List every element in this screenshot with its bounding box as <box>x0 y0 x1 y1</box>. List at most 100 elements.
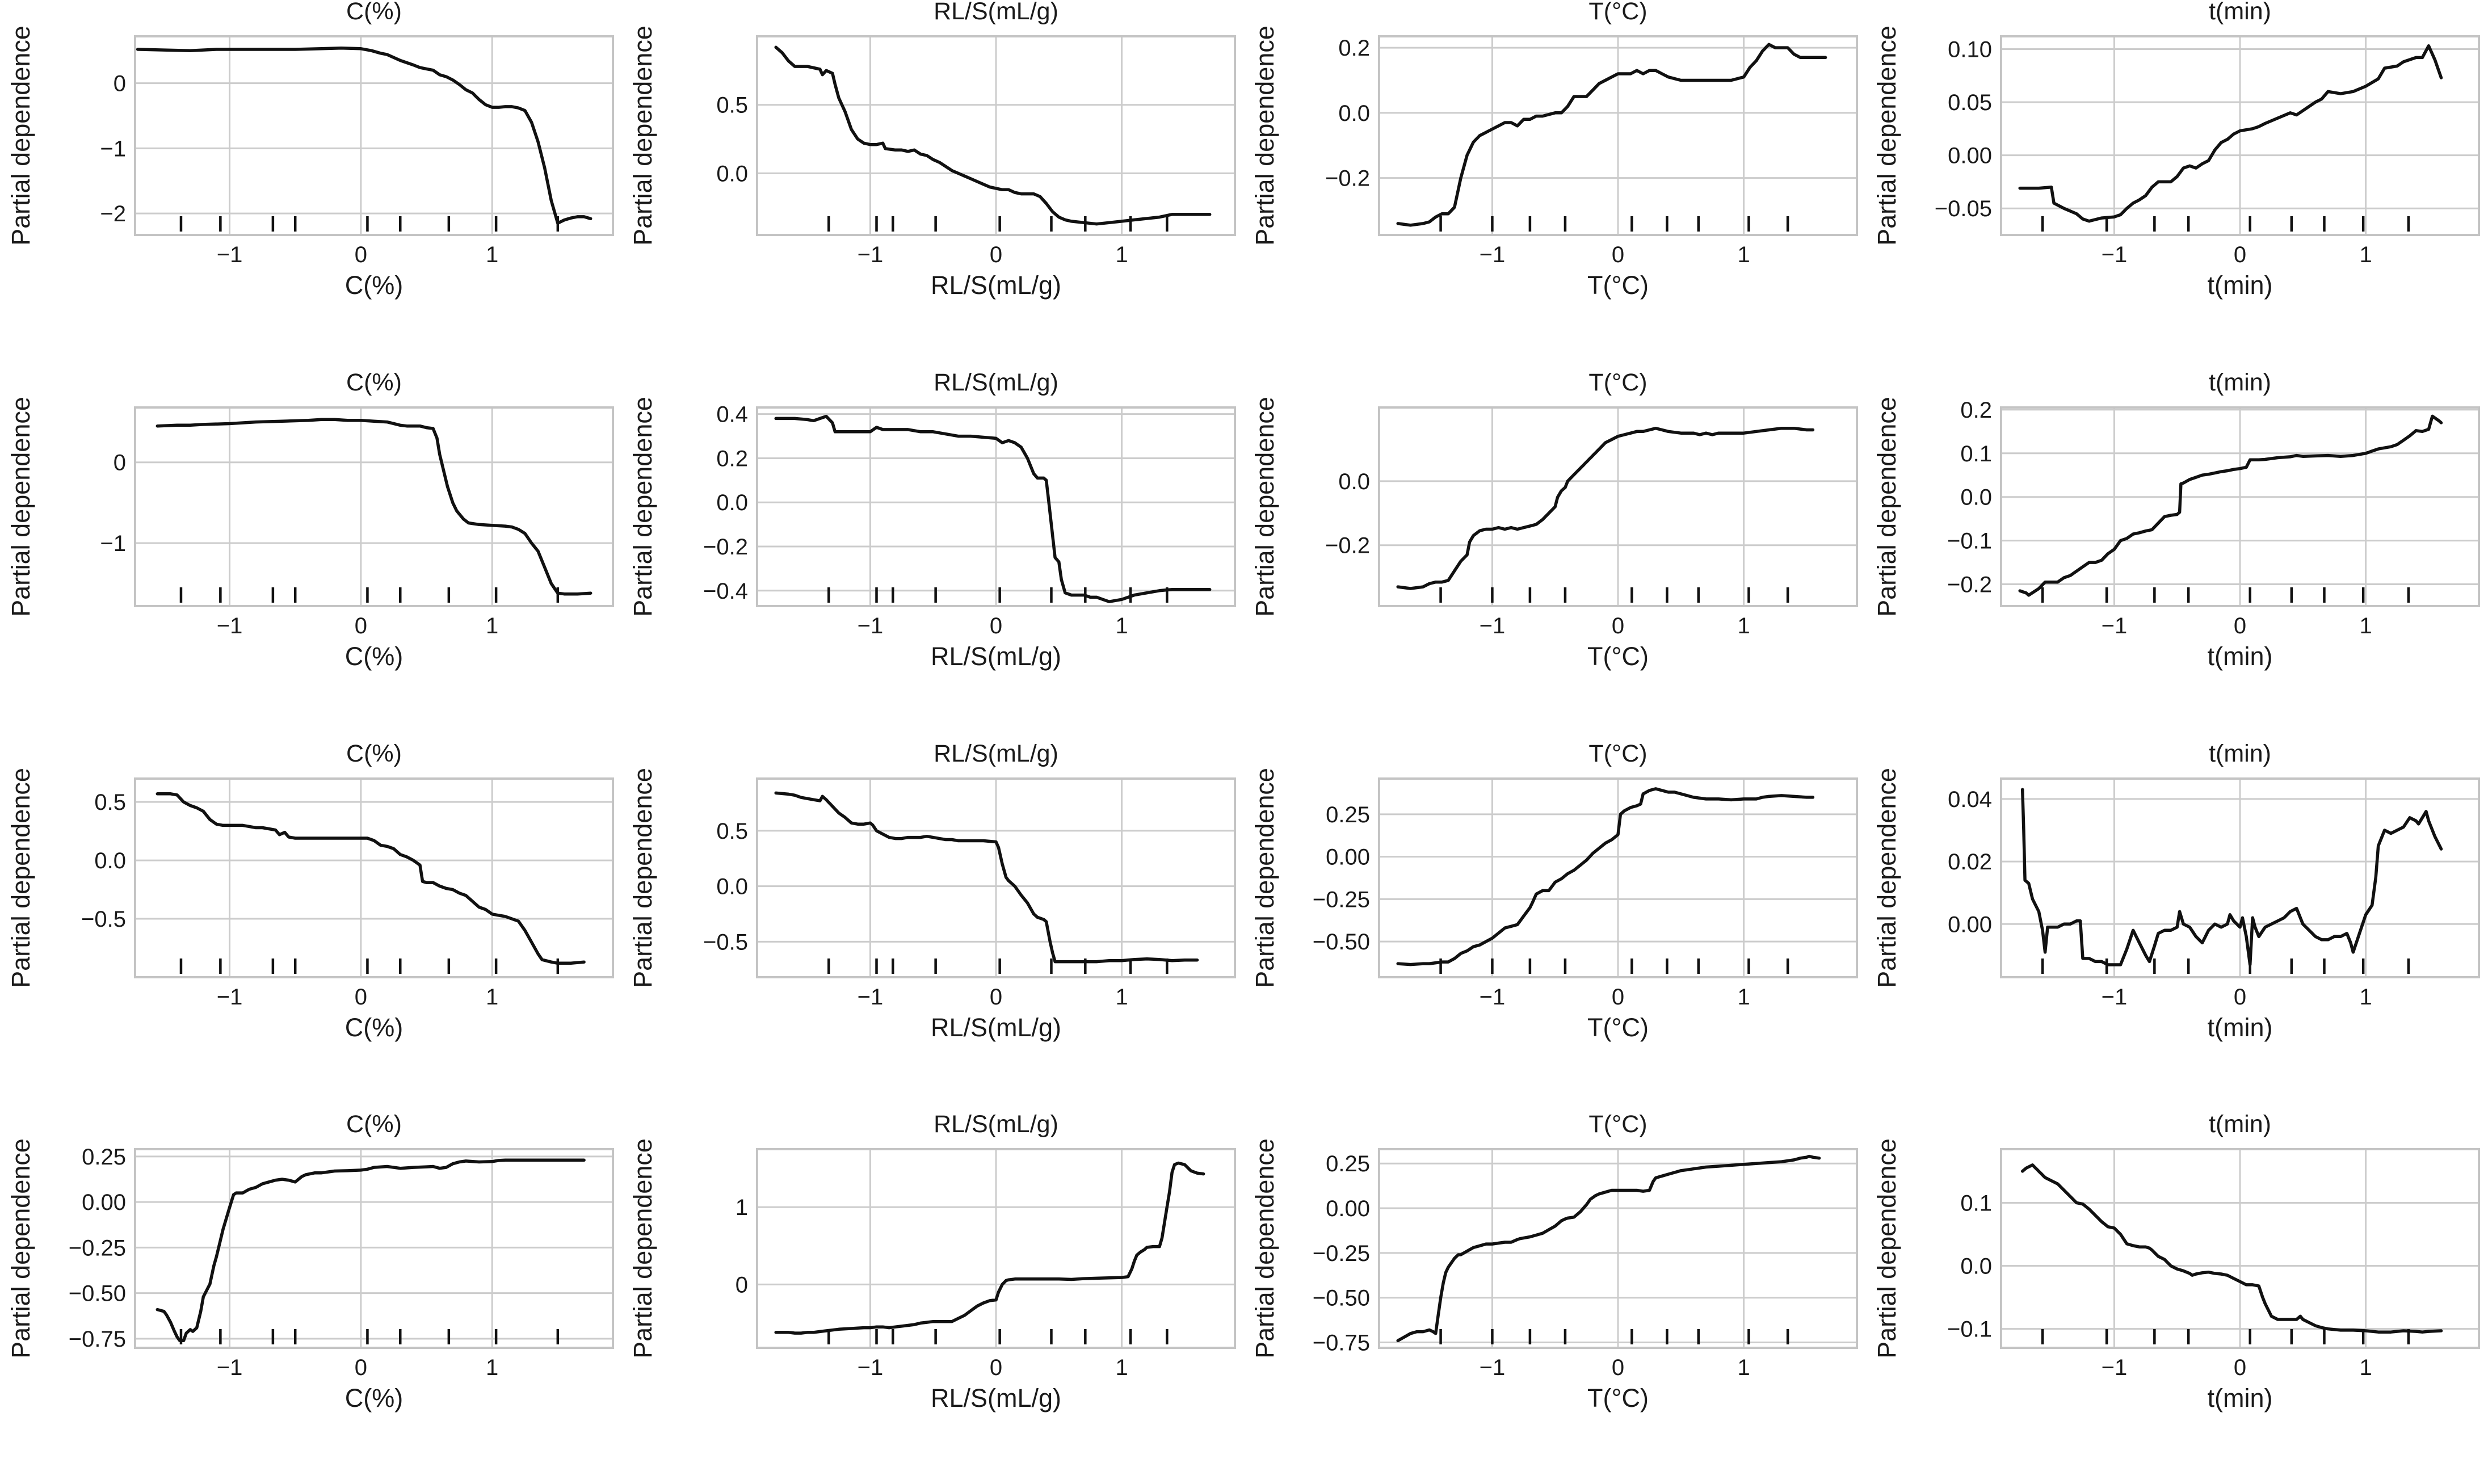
y-tick-label: 0.00 <box>1326 1196 1370 1221</box>
x-tick-label: −1 <box>1480 242 1506 267</box>
y-tick-label: −0.1 <box>1947 528 1992 553</box>
x-axis-label: RL/S(mL/g) <box>931 642 1061 671</box>
axes-border <box>2000 1148 2480 1350</box>
x-axis-label: RL/S(mL/g) <box>931 1384 1061 1412</box>
y-tick-label: −0.75 <box>1313 1331 1370 1356</box>
pdp-curve <box>2020 788 2443 966</box>
x-axis-label: t(min) <box>2208 1384 2273 1412</box>
pdp-plot-canvas: T(°C) −1 0 1 0.2 0.0 −0.2 T(°C) Partial dependen… <box>1244 0 1866 371</box>
y-axis-label: Partial dependence <box>6 768 35 988</box>
x-tick-label: −1 <box>858 242 884 267</box>
x-tick-label: −1 <box>217 1355 243 1380</box>
x-tick-label: 0 <box>2234 613 2246 638</box>
x-tick-label: −1 <box>858 613 884 638</box>
x-tick-label: 0 <box>1612 613 1624 638</box>
x-tick-label: 0 <box>990 613 1002 638</box>
plot-background <box>1244 371 1866 742</box>
y-tick-label: −0.25 <box>1313 887 1370 912</box>
y-tick-label: 0.2 <box>716 446 748 471</box>
x-tick-label: 0 <box>2234 1355 2246 1380</box>
x-tick-label: −1 <box>217 242 243 267</box>
plot-title: RL/S(mL/g) <box>934 371 1058 396</box>
x-axis-label: t(min) <box>2208 642 2273 671</box>
x-tick-label: 1 <box>1737 613 1750 638</box>
plot-title: C(%) <box>346 0 402 25</box>
y-axis-label: Partial dependence <box>628 397 657 617</box>
plot-title: t(min) <box>2209 742 2271 767</box>
pdp-subplot-r4-c3: T(°C) −1 0 1 0.25 0.00 −0.25 −0.50 −0.75 T(°C) Par… <box>1244 1113 1866 1484</box>
x-axis-label: T(°C) <box>1587 271 1649 300</box>
plot-title: RL/S(mL/g) <box>934 1113 1058 1138</box>
y-tick-label: 0.25 <box>1326 1151 1370 1176</box>
pdp-subplot-r2-c2: RL/S(mL/g) −1 0 1 0.4 0.2 0.0 −0.2 −0.4 RL/S(mL/g… <box>622 371 1244 742</box>
pdp-subplot-r3-c4: t(min) −1 0 1 0.04 0.02 0.00 t(min) Partial depe… <box>1866 742 2488 1113</box>
x-tick-label: 0 <box>1612 985 1624 1010</box>
pdp-curve <box>774 45 1212 226</box>
axes-border <box>1378 1148 1858 1350</box>
pdp-plot-canvas: RL/S(mL/g) −1 0 1 1 0 RL/S(mL/g) Partial depend… <box>622 1113 1244 1484</box>
x-axis-label: t(min) <box>2208 1013 2273 1042</box>
axes-border <box>756 406 1236 607</box>
y-tick-label: 0.00 <box>1948 912 1992 937</box>
axes-border <box>756 35 1236 236</box>
plot-title: C(%) <box>346 371 402 396</box>
pdp-plot-canvas: C(%) −1 0 1 0.25 0.00 −0.25 −0.50 −0.75 C(%) Parti… <box>0 1113 622 1484</box>
x-tick-label: 1 <box>1115 242 1128 267</box>
x-tick-label: 1 <box>1737 1355 1750 1380</box>
x-axis-label: C(%) <box>345 271 403 300</box>
axes-border <box>2000 406 2480 607</box>
y-tick-label: 0.0 <box>716 161 748 186</box>
plot-background <box>622 0 1244 371</box>
y-tick-label: 0.0 <box>1960 1254 1992 1279</box>
y-tick-label: 0.1 <box>1960 442 1992 466</box>
x-axis-label: C(%) <box>345 642 403 671</box>
pdp-plot-canvas: t(min) −1 0 1 0.1 0.0 −0.1 t(min) Partial depend… <box>1866 1113 2488 1484</box>
axes-border <box>756 777 1236 978</box>
y-tick-label: −0.75 <box>69 1327 126 1352</box>
pdp-subplot-r4-c2: RL/S(mL/g) −1 0 1 1 0 RL/S(mL/g) Partial depend… <box>622 1113 1244 1484</box>
plot-background <box>1244 0 1866 371</box>
y-tick-label: 0.0 <box>1960 485 1992 510</box>
plot-title: t(min) <box>2209 1113 2271 1138</box>
pdp-plot-canvas: C(%) −1 0 1 0.5 0.0 −0.5 C(%) Partial dependence <box>0 742 622 1113</box>
y-tick-label: −0.1 <box>1947 1317 1992 1342</box>
x-tick-label: −1 <box>1480 1355 1506 1380</box>
plot-background <box>622 1113 1244 1484</box>
x-axis-label: t(min) <box>2208 271 2273 300</box>
plot-background <box>0 742 622 1113</box>
y-tick-label: −0.5 <box>703 930 748 955</box>
pdp-curve <box>2020 1163 2443 1334</box>
pdp-plot-canvas: RL/S(mL/g) −1 0 1 0.5 0.0 −0.5 RL/S(mL/g) Partia… <box>622 742 1244 1113</box>
x-tick-label: 1 <box>2359 985 2372 1010</box>
plot-title: C(%) <box>346 742 402 767</box>
y-tick-label: 0.00 <box>1326 844 1370 869</box>
plot-background <box>1244 742 1866 1113</box>
pdp-curve <box>156 418 592 596</box>
pdp-subplot-r1-c1: C(%) −1 0 1 0 −1 −2 C(%) Partial dependence <box>0 0 622 371</box>
y-axis-label: Partial dependence <box>1250 397 1279 617</box>
pdp-plot-canvas: C(%) −1 0 1 0 −1 C(%) Partial dependence <box>0 371 622 742</box>
pdp-subplot-r4-c4: t(min) −1 0 1 0.1 0.0 −0.1 t(min) Partial depend… <box>1866 1113 2488 1484</box>
y-tick-label: 0.04 <box>1948 787 1992 812</box>
y-tick-label: −0.50 <box>69 1281 126 1306</box>
y-tick-label: 0.2 <box>1960 398 1992 423</box>
y-tick-label: 0.00 <box>1948 144 1992 169</box>
x-tick-label: 1 <box>2359 1355 2372 1380</box>
pdp-plot-canvas: t(min) −1 0 1 0.2 0.1 0.0 −0.1 −0.2 t(min) Partial… <box>1866 371 2488 742</box>
x-tick-label: 1 <box>1737 985 1750 1010</box>
pdp-plot-canvas: T(°C) −1 0 1 0.0 −0.2 T(°C) Partial dependence <box>1244 371 1866 742</box>
pdp-subplot-r3-c2: RL/S(mL/g) −1 0 1 0.5 0.0 −0.5 RL/S(mL/g) Partia… <box>622 742 1244 1113</box>
y-tick-label: −0.2 <box>1325 533 1370 558</box>
y-tick-label: −2 <box>100 201 126 226</box>
y-tick-label: −1 <box>100 136 126 161</box>
x-axis-label: T(°C) <box>1587 642 1649 671</box>
x-tick-label: 0 <box>990 985 1002 1010</box>
y-axis-label: Partial dependence <box>6 1138 35 1359</box>
axes-border <box>2000 35 2480 236</box>
x-tick-label: −1 <box>217 613 243 638</box>
x-tick-label: −1 <box>858 985 884 1010</box>
axes-border <box>1378 35 1858 236</box>
axes-border <box>134 1148 614 1350</box>
x-tick-label: 1 <box>1737 242 1750 267</box>
x-axis-label: RL/S(mL/g) <box>931 271 1061 300</box>
